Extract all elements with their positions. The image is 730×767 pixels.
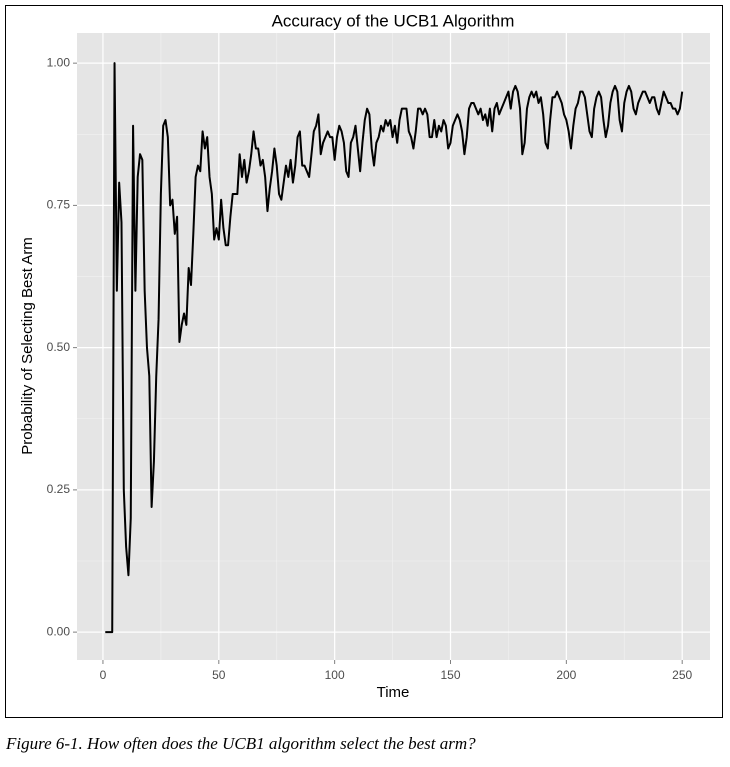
data-line bbox=[105, 62, 684, 634]
y-tick-label: 0.25 bbox=[47, 482, 71, 496]
x-tick-label: 200 bbox=[556, 668, 576, 682]
x-axis-label: Time bbox=[377, 684, 410, 701]
figure-caption: Figure 6-1. How often does the UCB1 algo… bbox=[5, 734, 476, 753]
y-tick-label: 1.00 bbox=[47, 55, 71, 69]
y-tick-label: 0.50 bbox=[47, 340, 71, 354]
y-tick-label: 0.00 bbox=[47, 624, 71, 638]
x-tick-label: 250 bbox=[672, 668, 692, 682]
chart-title: Accuracy of the UCB1 Algorithm bbox=[272, 11, 515, 30]
marks bbox=[105, 62, 684, 634]
y-tick-label: 0.75 bbox=[47, 198, 71, 212]
x-tick-label: 0 bbox=[100, 668, 107, 682]
x-tick-label: 150 bbox=[440, 668, 460, 682]
x-tick-label: 100 bbox=[325, 668, 345, 682]
x-tick-label: 50 bbox=[212, 668, 226, 682]
y-axis-label: Probability of Selecting Best Arm bbox=[19, 237, 36, 455]
ticks: 0 50 100 150 200 250 0.00 0.25 0.50 0.75 1.00 bbox=[47, 55, 693, 682]
plot-panel bbox=[77, 33, 710, 660]
